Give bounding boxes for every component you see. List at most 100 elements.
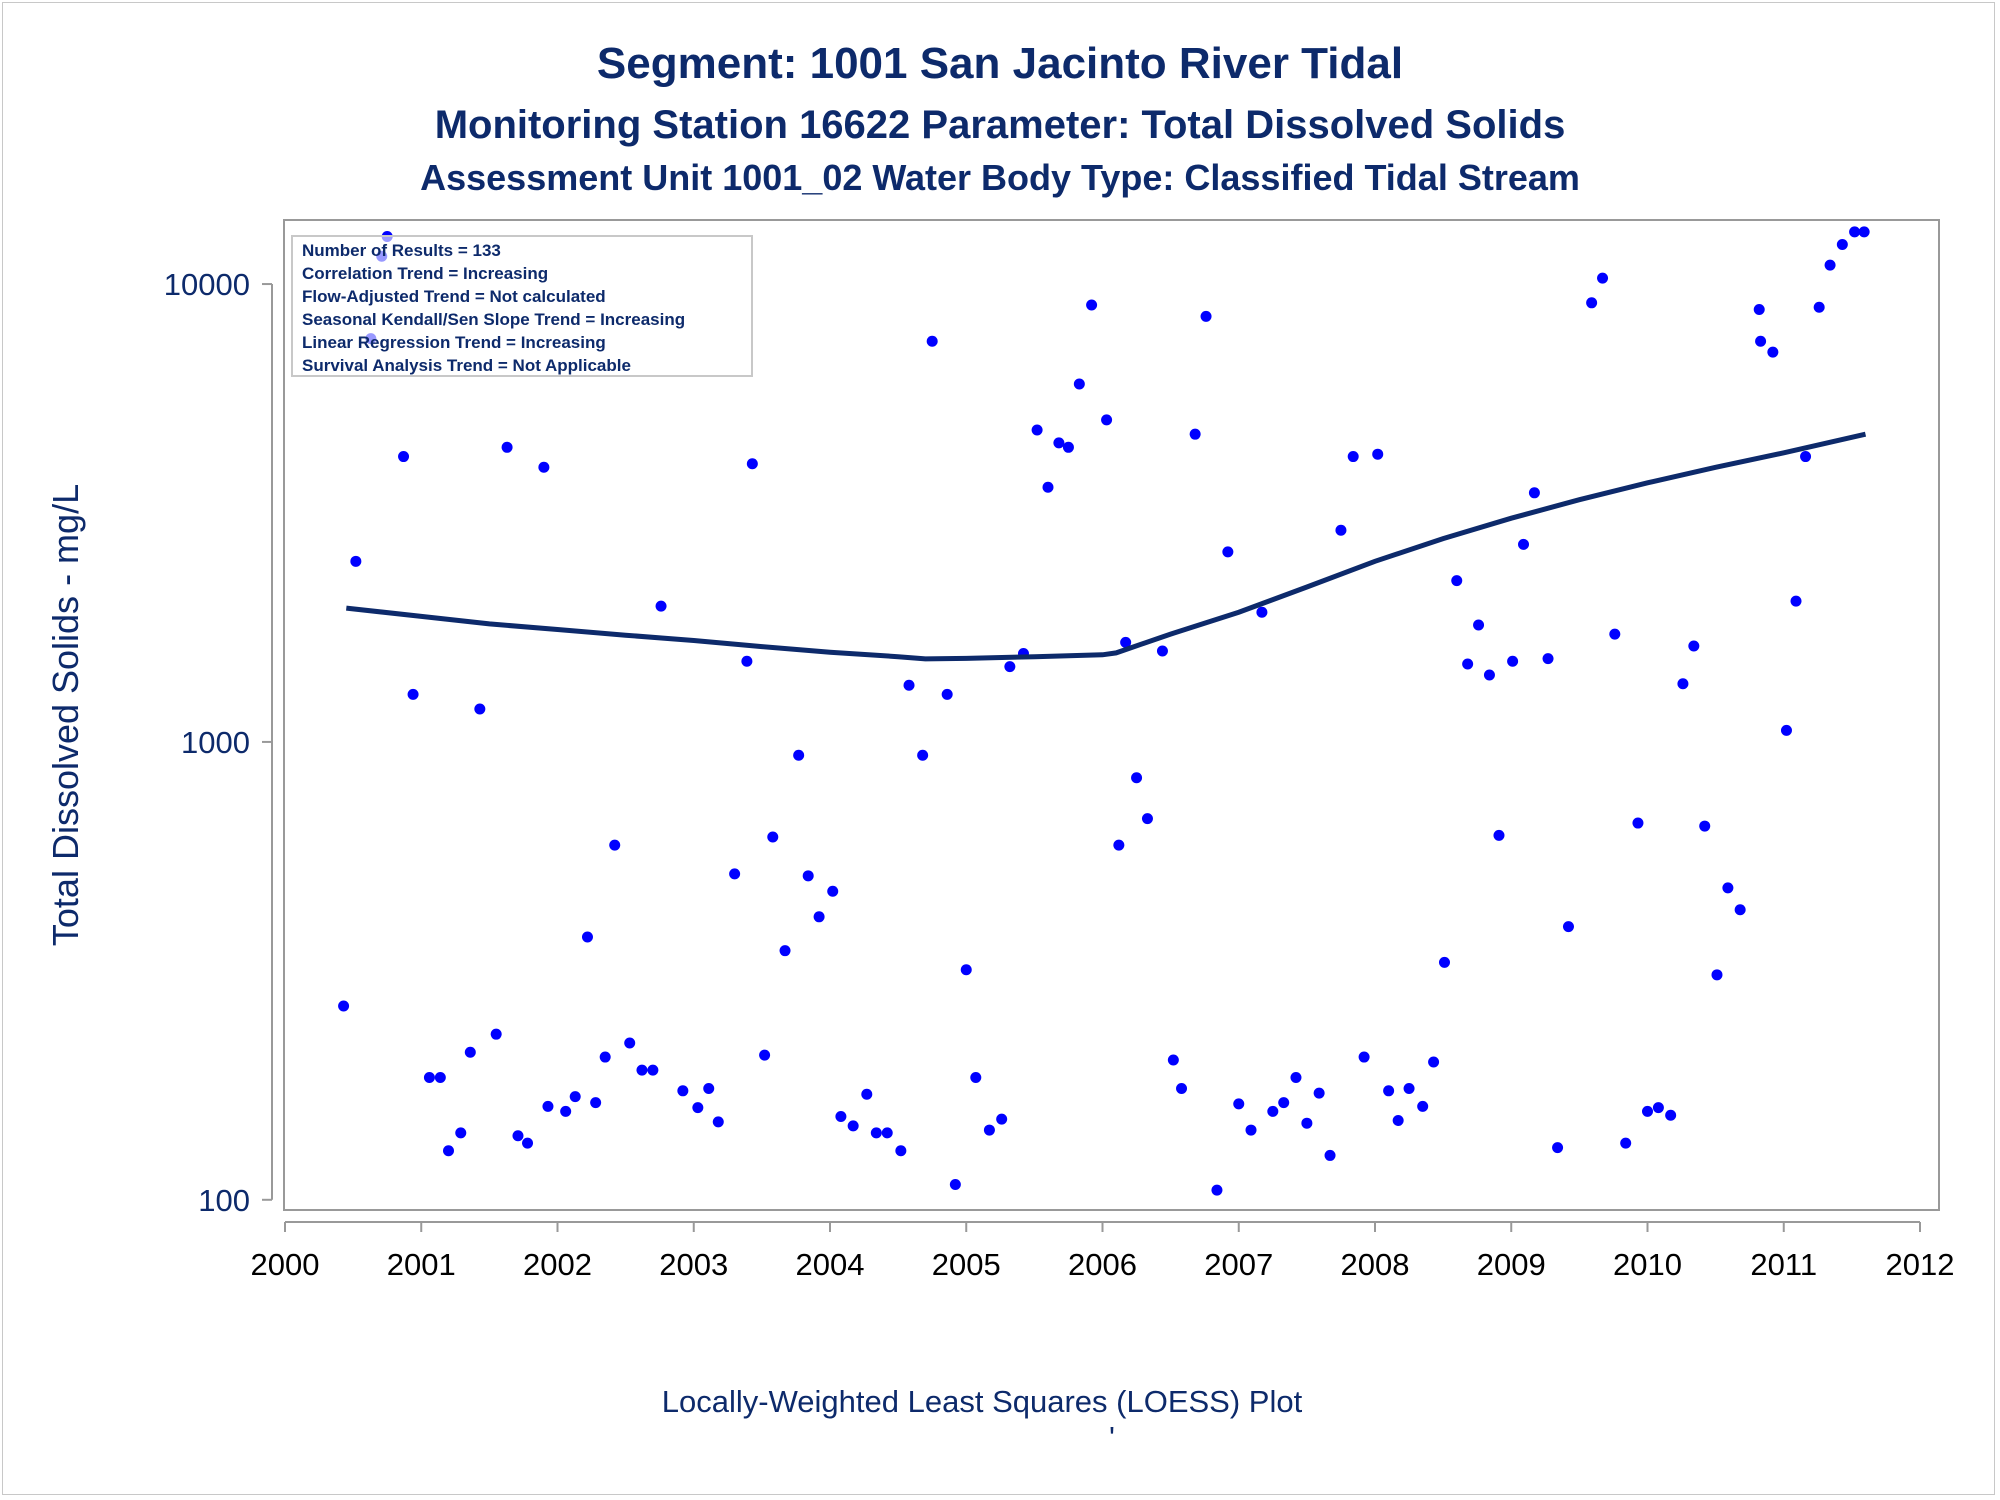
data-point — [949, 1178, 961, 1190]
data-point — [1120, 636, 1132, 648]
data-point — [1518, 538, 1530, 550]
data-point — [1278, 1097, 1290, 1109]
data-point — [996, 1113, 1008, 1125]
data-point — [1042, 481, 1054, 493]
data-point — [926, 335, 938, 347]
data-point — [647, 1064, 659, 1076]
x-tick-label: 2004 — [796, 1247, 865, 1282]
data-point — [522, 1137, 534, 1149]
data-point — [1642, 1105, 1653, 1117]
data-point — [609, 839, 621, 851]
data-point — [1176, 1083, 1188, 1095]
data-point — [827, 885, 839, 897]
data-point — [1167, 1054, 1179, 1066]
data-point — [917, 749, 929, 761]
x-tick-label: 2000 — [251, 1247, 320, 1282]
data-point — [398, 451, 410, 463]
data-point — [512, 1130, 524, 1142]
data-point — [1711, 969, 1723, 981]
data-point — [338, 1000, 350, 1012]
x-tick-label: 2001 — [387, 1247, 456, 1282]
data-point — [729, 868, 741, 880]
data-point — [1483, 669, 1495, 681]
data-point — [1392, 1115, 1404, 1127]
x-tick-label: 2012 — [1886, 1247, 1955, 1282]
data-point — [455, 1127, 467, 1139]
data-point — [903, 679, 915, 691]
data-point — [1597, 272, 1609, 284]
data-point — [759, 1049, 771, 1061]
data-point — [1156, 645, 1168, 657]
data-point — [1620, 1137, 1632, 1149]
data-point — [581, 931, 593, 943]
plot-area — [283, 219, 1940, 1211]
data-point — [490, 1028, 502, 1040]
data-point — [703, 1083, 715, 1095]
data-point — [1200, 310, 1212, 322]
data-point — [677, 1085, 689, 1097]
data-point — [1086, 299, 1098, 311]
loess-line — [346, 431, 1867, 662]
y-axis: 100 1000 10000 — [164, 267, 273, 1218]
data-point — [443, 1145, 454, 1157]
data-point — [1073, 378, 1085, 390]
data-point — [1552, 1142, 1564, 1154]
data-point — [636, 1064, 648, 1076]
trend-inset-line: Number of Results = 133 — [302, 241, 501, 260]
data-point — [1665, 1109, 1677, 1121]
data-point — [1836, 239, 1848, 251]
data-point — [1245, 1124, 1257, 1136]
data-point — [1403, 1083, 1415, 1095]
data-point — [1800, 451, 1812, 463]
data-point — [1586, 297, 1598, 309]
data-point — [1031, 424, 1043, 436]
y-axis-label: Total Dissolved Solids - mg/L — [45, 484, 86, 946]
data-point — [1780, 724, 1792, 736]
data-point — [960, 964, 972, 976]
data-point — [1222, 546, 1234, 558]
data-point — [835, 1111, 847, 1123]
chart-title: Segment: 1001 San Jacinto River Tidal — [597, 39, 1403, 88]
data-point — [423, 1071, 435, 1083]
data-point — [1790, 595, 1802, 607]
chart-subtitle-2: Assessment Unit 1001_02 Water Body Type:… — [420, 157, 1580, 198]
data-point — [1131, 772, 1143, 784]
trend-inset-line: Survival Analysis Trend = Not Applicable — [302, 356, 631, 375]
data-point — [1141, 813, 1153, 825]
data-point — [1609, 628, 1621, 640]
data-point — [813, 911, 825, 923]
data-point — [501, 441, 513, 453]
data-point — [1562, 921, 1574, 933]
data-point — [1004, 661, 1016, 673]
data-point — [464, 1046, 476, 1058]
trend-inset-line: Linear Regression Trend = Increasing — [302, 333, 606, 352]
data-point — [1358, 1051, 1370, 1063]
x-tick-label: 2007 — [1204, 1247, 1273, 1282]
data-point — [881, 1127, 893, 1139]
data-point — [1755, 335, 1767, 347]
data-point — [861, 1088, 873, 1100]
y-tick-label: 10000 — [164, 267, 250, 302]
data-point — [983, 1124, 995, 1136]
chart-footnote: Locally-Weighted Least Squares (LOESS) P… — [662, 1384, 1303, 1419]
trend-inset-line: Correlation Trend = Increasing — [302, 264, 548, 283]
data-point — [1062, 441, 1074, 453]
x-tick-label: 2002 — [523, 1247, 592, 1282]
data-point — [1383, 1085, 1395, 1097]
data-point — [1542, 653, 1554, 665]
data-point — [1053, 437, 1065, 449]
data-point — [624, 1037, 636, 1049]
data-point — [1849, 226, 1861, 238]
data-point — [1101, 414, 1113, 426]
data-point — [1438, 956, 1450, 968]
x-axis: 2000 2001 2002 2003 2004 2005 2006 2007 2008 2009… — [251, 1221, 1955, 1282]
x-tick-label: 2011 — [1750, 1247, 1817, 1282]
data-point — [655, 600, 667, 612]
x-tick-label: 2010 — [1613, 1247, 1682, 1282]
trend-inset-line: Seasonal Kendall/Sen Slope Trend = Incre… — [302, 310, 685, 329]
data-point — [895, 1145, 907, 1157]
data-point — [802, 870, 814, 882]
data-point — [474, 703, 486, 715]
